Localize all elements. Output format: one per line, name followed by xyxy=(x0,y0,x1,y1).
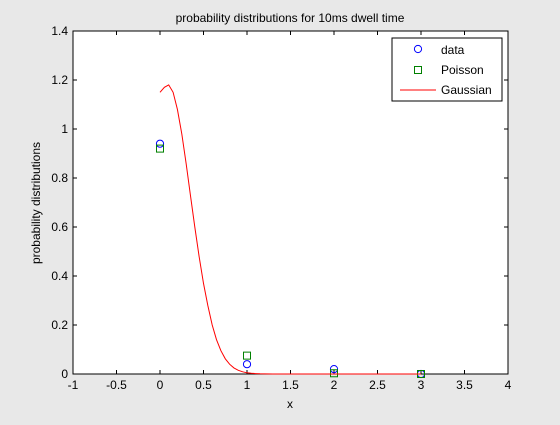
legend-poisson-label: Poisson xyxy=(441,63,484,77)
legend-poisson-marker xyxy=(414,66,422,74)
y-tick-label: 0 xyxy=(61,367,68,381)
chart-title: probability distributions for 10ms dwell… xyxy=(176,11,405,25)
y-tick-label: 1.2 xyxy=(51,73,68,87)
legend-data-label: data xyxy=(441,43,465,57)
y-tick-label: 0.4 xyxy=(51,269,68,283)
data-point-poisson xyxy=(243,351,251,360)
y-tick-label: 1 xyxy=(61,122,68,136)
x-tick-label: 3 xyxy=(418,378,425,392)
y-axis-ticks: 0 0.2 0.4 0.6 0.8 1 1.2 1.4 xyxy=(51,24,508,381)
x-tick-label: 1 xyxy=(244,378,251,392)
legend-gaussian-label: Gaussian xyxy=(441,83,492,97)
x-tick-label: 0.5 xyxy=(195,378,212,392)
series-layer xyxy=(155,84,426,379)
legend: data Poisson Gaussian xyxy=(391,37,503,102)
series-line-gaussian xyxy=(159,84,421,375)
x-axis-label: x xyxy=(287,397,293,411)
x-tick-label: 2 xyxy=(331,378,338,392)
x-tick-label: -1 xyxy=(68,378,79,392)
data-point-data xyxy=(329,365,339,374)
data-point-data xyxy=(155,139,165,148)
x-tick-label: 2.5 xyxy=(369,378,386,392)
x-tick-label: 0 xyxy=(157,378,164,392)
x-tick-label: 4 xyxy=(505,378,512,392)
x-tick-label: -0.5 xyxy=(106,378,127,392)
legend-data-marker xyxy=(413,44,423,54)
y-tick-label: 0.8 xyxy=(51,171,68,185)
x-tick-label: 1.5 xyxy=(282,378,299,392)
y-tick-label: 1.4 xyxy=(51,24,68,38)
data-point-poisson xyxy=(156,144,164,153)
x-tick-label: 3.5 xyxy=(456,378,473,392)
data-point-poisson xyxy=(330,369,338,378)
y-tick-label: 0.6 xyxy=(51,220,68,234)
data-point-data xyxy=(242,360,252,369)
y-tick-label: 0.2 xyxy=(51,318,68,332)
x-axis-ticks: -1 -0.5 0 0.5 1 1.5 2 2.5 3 3.5 4 xyxy=(68,31,512,392)
y-axis-label: probability distributions xyxy=(29,142,43,264)
